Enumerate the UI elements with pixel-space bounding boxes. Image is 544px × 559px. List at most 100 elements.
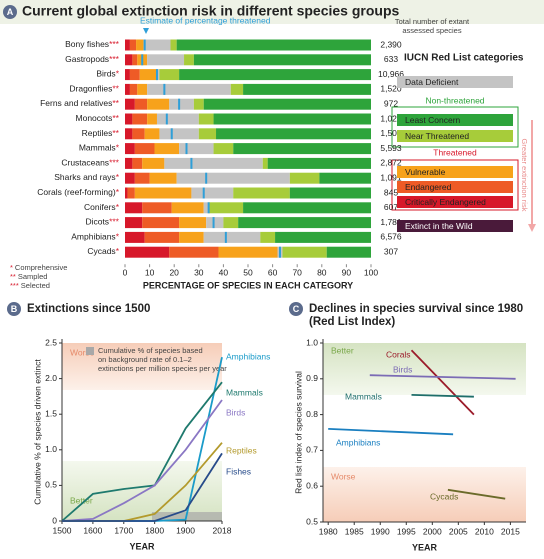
y-tick-label: 1.0 bbox=[45, 444, 57, 454]
y-tick-label: 0 bbox=[52, 515, 57, 525]
x-tick-label: 2000 bbox=[423, 526, 442, 536]
series-line bbox=[411, 394, 474, 398]
sampling-marker: *** bbox=[109, 158, 120, 168]
bar-segment bbox=[171, 202, 204, 214]
x-axis-label: YEAR bbox=[412, 542, 438, 552]
x-tick-label: 1980 bbox=[319, 526, 338, 536]
estimate-marker bbox=[170, 128, 173, 140]
estimate-marker bbox=[165, 113, 168, 125]
x-tick-label: 1500 bbox=[53, 525, 72, 535]
bar-segment bbox=[193, 98, 204, 110]
bar-segment bbox=[134, 143, 155, 155]
bar-segment bbox=[132, 157, 143, 169]
category-label: Corals (reef-forming)* bbox=[37, 187, 119, 197]
y-tick-label: 0.6 bbox=[306, 480, 318, 490]
chart-title: (Red List Index) bbox=[309, 316, 395, 328]
sampling-marker: ** bbox=[112, 113, 119, 123]
panel-badge bbox=[7, 302, 21, 316]
bar-segment bbox=[147, 54, 185, 66]
worse-band bbox=[323, 467, 526, 522]
series-label: Mammals bbox=[345, 391, 382, 401]
x-tick-label: 1900 bbox=[176, 525, 195, 535]
total-value: 6,576 bbox=[380, 232, 402, 242]
x-tick-label: 100 bbox=[364, 267, 378, 277]
bar-segment bbox=[326, 246, 371, 258]
note-text: on background rate of 0.1–2 bbox=[98, 355, 192, 364]
legend-title: IUCN Red List categories bbox=[404, 53, 524, 64]
bar-segment bbox=[203, 231, 261, 243]
bar-segment bbox=[233, 187, 290, 199]
category-name: Birds bbox=[96, 69, 115, 79]
category-label: Bony fishes*** bbox=[65, 39, 120, 49]
better-label: Better bbox=[331, 345, 354, 355]
legend-swatch bbox=[397, 196, 513, 208]
note-text: extinctions per million species per year bbox=[98, 364, 227, 373]
panel-badge bbox=[3, 5, 17, 19]
non-threatened-frame bbox=[391, 106, 519, 148]
x-tick-label: 60 bbox=[268, 267, 278, 277]
estimate-arrow bbox=[143, 28, 149, 34]
total-value: 1,091 bbox=[380, 172, 402, 182]
x-tick-label: 2010 bbox=[475, 526, 494, 536]
bar-segment bbox=[125, 217, 143, 229]
bar-segment bbox=[125, 187, 128, 199]
series-line bbox=[61, 381, 223, 522]
category-name: Sharks and rays bbox=[54, 172, 115, 182]
legend-swatch bbox=[397, 166, 513, 178]
series-line bbox=[369, 374, 516, 380]
y-tick-label: 0.9 bbox=[306, 373, 318, 383]
bar-segment bbox=[208, 202, 244, 214]
total-value: 307 bbox=[384, 246, 398, 256]
bar-segment bbox=[319, 172, 371, 184]
bar-segment bbox=[289, 172, 320, 184]
x-tick-label: 30 bbox=[194, 267, 204, 277]
x-tick-label: 90 bbox=[342, 267, 352, 277]
better-band bbox=[323, 343, 526, 395]
bar-segment bbox=[125, 39, 130, 51]
y-tick-label: 0.8 bbox=[306, 409, 318, 419]
series-line bbox=[410, 349, 475, 416]
footnote: *** Selected bbox=[10, 281, 50, 290]
sampling-marker: *** bbox=[109, 54, 120, 64]
bar-segment bbox=[184, 54, 194, 66]
x-tick-label: 80 bbox=[317, 267, 327, 277]
estimate-marker bbox=[224, 231, 227, 243]
estimate-marker bbox=[190, 157, 193, 169]
x-tick-label: 40 bbox=[219, 267, 229, 277]
category-name: Bony fishes bbox=[65, 39, 109, 49]
estimate-marker bbox=[163, 83, 166, 95]
bar-segment bbox=[134, 98, 148, 110]
bar-segment bbox=[149, 172, 177, 184]
legend-swatch bbox=[397, 114, 513, 126]
category-label: Monocots** bbox=[76, 113, 120, 123]
category-label: Amphibians* bbox=[71, 232, 119, 242]
bar-segment bbox=[144, 128, 160, 140]
x-tick-label: 2005 bbox=[449, 526, 468, 536]
y-axis-label: Cumulative % of species driven extinct bbox=[32, 359, 42, 505]
total-value: 1,781 bbox=[380, 217, 402, 227]
footnote-text: Selected bbox=[21, 281, 50, 290]
bar-segment bbox=[191, 187, 234, 199]
estimate-marker bbox=[141, 54, 144, 66]
sampling-marker: ** bbox=[112, 84, 119, 94]
series-label: Mammals bbox=[226, 387, 263, 397]
bar-segment bbox=[289, 187, 371, 199]
footnote-text: Comprehensive bbox=[15, 263, 68, 272]
bar-segment bbox=[125, 202, 143, 214]
bar-segment bbox=[179, 231, 204, 243]
bar-segment bbox=[282, 246, 327, 258]
bar-segment bbox=[154, 143, 180, 155]
category-name: Dicots bbox=[85, 217, 109, 227]
x-tick-label: 1600 bbox=[83, 525, 102, 535]
bar-segment bbox=[142, 202, 172, 214]
legend-label: Vulnerable bbox=[405, 167, 446, 177]
bar-segment bbox=[206, 217, 224, 229]
legend-label: Endangered bbox=[405, 182, 452, 192]
bar-segment bbox=[213, 143, 234, 155]
total-value: 5,593 bbox=[380, 143, 402, 153]
bar-segment bbox=[125, 98, 135, 110]
total-value: 1,500 bbox=[380, 128, 402, 138]
better-band bbox=[62, 461, 222, 521]
sampling-marker: * bbox=[116, 143, 120, 153]
